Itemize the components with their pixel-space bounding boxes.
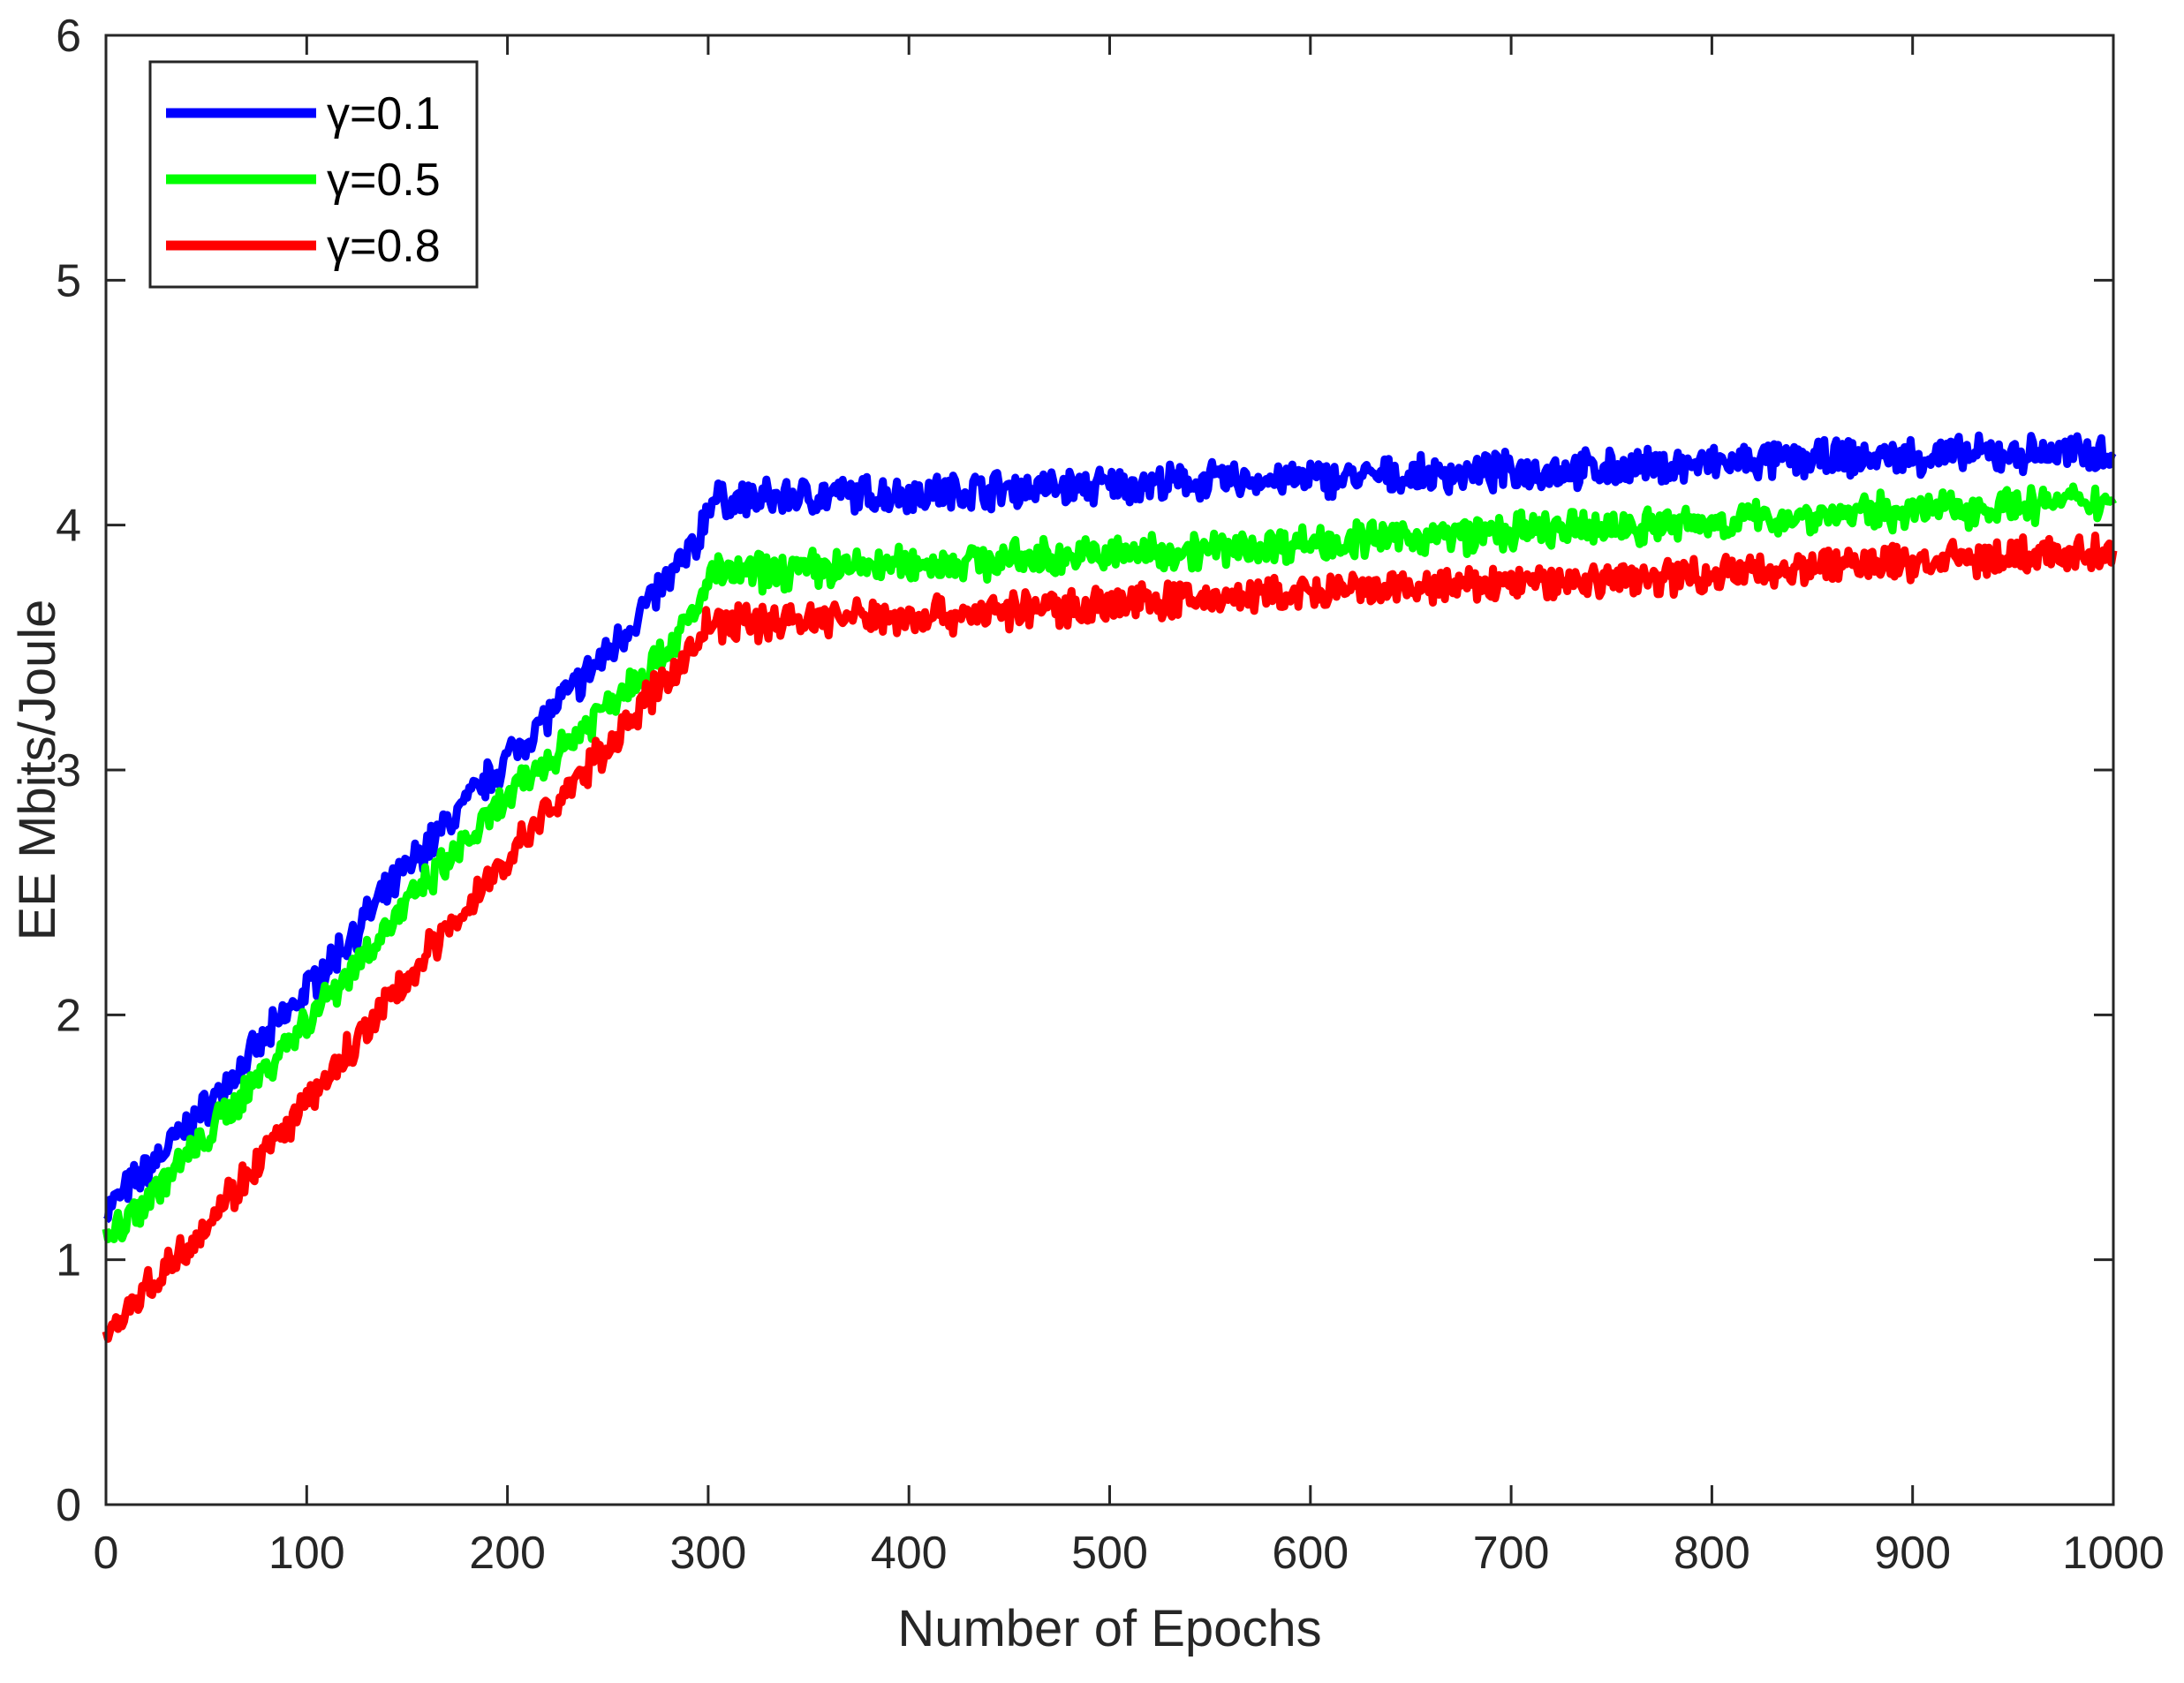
series-line-1: [102, 431, 2117, 1224]
x-axis-label: Number of Epochs: [897, 1600, 1321, 1657]
y-tick-label: 4: [56, 501, 81, 552]
ticks-layer: 0 100 200 300 400 500 600 700 800 900 1000 0 1 2 3 4 5 6: [56, 11, 2165, 1579]
legend-label: γ=0.8: [327, 221, 441, 272]
x-tick-label: 900: [1874, 1528, 1951, 1579]
x-tick-label: 300: [670, 1528, 747, 1579]
y-tick-label: 6: [56, 11, 81, 62]
y-tick-label: 5: [56, 255, 81, 306]
x-tick-label: 600: [1272, 1528, 1349, 1579]
y-axis-label: EE Mbits/Joule: [9, 600, 66, 941]
legend-label: γ=0.5: [327, 155, 441, 206]
y-tick-label: 3: [56, 745, 81, 796]
y-tick-label: 2: [56, 990, 81, 1041]
x-tick-label: 700: [1473, 1528, 1550, 1579]
x-tick-label: 1000: [2062, 1528, 2165, 1579]
x-tick-label: 500: [1071, 1528, 1148, 1579]
y-tick-label: 0: [56, 1480, 81, 1531]
x-tick-label: 800: [1674, 1528, 1750, 1579]
y-tick-label: 1: [56, 1235, 81, 1287]
series-line-2: [102, 482, 2117, 1243]
x-tick-label: 400: [871, 1528, 948, 1579]
legend: γ=0.1 γ=0.5 γ=0.8: [148, 60, 479, 289]
x-tick-label: 0: [94, 1528, 119, 1579]
series-layer: [102, 431, 2118, 1343]
x-tick-label: 200: [469, 1528, 546, 1579]
x-tick-label: 100: [268, 1528, 345, 1579]
legend-label: γ=0.1: [327, 88, 441, 140]
series-line-3: [102, 532, 2118, 1343]
